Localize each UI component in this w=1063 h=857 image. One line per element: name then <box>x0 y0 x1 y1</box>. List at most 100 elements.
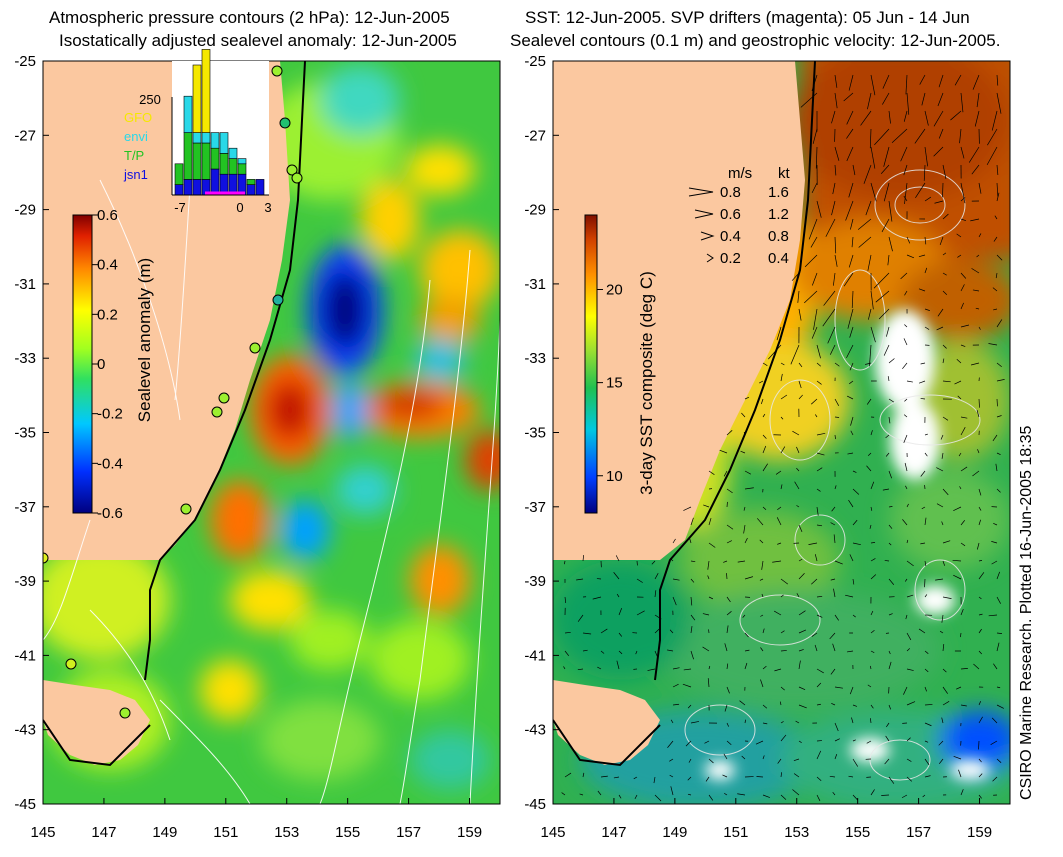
latitude-tick-label: -41 <box>524 647 546 664</box>
colorbar-tick-label: 0.4 <box>97 257 118 274</box>
latitude-tick-label: -37 <box>524 499 546 516</box>
tide-gauge-stations <box>43 65 303 719</box>
histogram-bar-segment <box>228 147 238 159</box>
colorbar-tick-label: 0.2 <box>97 306 118 323</box>
histogram-bar-segment <box>246 184 256 196</box>
shelf-contour <box>144 61 306 681</box>
histogram-legend-entry: envi <box>124 129 148 144</box>
histogram-bar-segment <box>228 158 238 175</box>
latitude-tick-label: -35 <box>524 425 546 442</box>
latitude-tick-label: -25 <box>524 53 546 70</box>
latitude-tick-label: -43 <box>524 722 546 739</box>
latitude-tick-label: -33 <box>524 350 546 367</box>
longitude-tick-label: 149 <box>152 824 177 841</box>
histogram-bar-segment <box>246 179 256 185</box>
histogram-bar-segment <box>255 179 265 196</box>
latitude-tick-label: -37 <box>14 499 36 516</box>
left-longitude-ticks: 145 147 149 151 153 155 157 159 <box>30 798 482 841</box>
histogram-bar-segment <box>183 179 193 196</box>
velocity-legend-kt: 0.8 <box>768 228 789 245</box>
left-latitude-ticks: -25 -27 -29 -31 -33 -35 -37 -39 -41 -43 -45 <box>14 53 49 813</box>
velocity-legend-ms: 0.4 <box>720 228 741 245</box>
colorbar-tick-label: -0.6 <box>97 505 123 522</box>
colorbar-tick-label: -0.4 <box>97 455 123 472</box>
right-latitude-ticks: -25 -27 -29 -31 -33 -35 -37 -39 -41 -43 -45 <box>524 53 559 813</box>
colorbar-tick-label: -0.2 <box>97 406 123 423</box>
longitude-tick-label: 151 <box>213 824 238 841</box>
colorbar-tick-label: 15 <box>606 375 623 392</box>
velocity-legend-arrow <box>700 231 715 241</box>
latitude-tick-label: -31 <box>14 276 36 293</box>
left-title-line2: Isostatically adjusted sealevel anomaly:… <box>59 31 457 50</box>
tasmania-shelf-contour <box>553 719 661 767</box>
latitude-tick-label: -31 <box>524 276 546 293</box>
longitude-tick-label: 151 <box>723 824 748 841</box>
velocity-legend-ms: 0.2 <box>720 250 741 267</box>
colorbar-tick-label: 10 <box>606 468 623 485</box>
velocity-legend-ms: 0.6 <box>720 206 741 223</box>
tasmania-shelf-contour <box>43 719 151 767</box>
histogram-bar-segment <box>192 142 202 180</box>
plot-credit: CSIRO Marine Research. Plotted 16-Jun-20… <box>1018 425 1035 800</box>
latitude-tick-label: -29 <box>524 202 546 219</box>
longitude-tick-label: 159 <box>967 824 992 841</box>
longitude-tick-label: 145 <box>30 824 55 841</box>
histogram-bar-segment <box>237 158 247 165</box>
velocity-legend: m/s kt 0.8 1.6 0.6 1.2 0.4 0.8 0.2 0.4 <box>688 165 791 267</box>
histogram-ymax-label: 250 <box>139 92 161 107</box>
histogram-bar-segment <box>192 179 202 196</box>
longitude-tick-label: 157 <box>396 824 421 841</box>
longitude-tick-label: 157 <box>906 824 931 841</box>
histogram-legend-entry: GFO <box>124 110 152 125</box>
velocity-legend-kt: 1.6 <box>768 184 789 201</box>
sea-level-contours <box>684 169 981 781</box>
colorbar-tick-label: 0.6 <box>97 207 118 224</box>
histogram-x-ticks: -7 0 3 <box>174 200 271 215</box>
histogram-legend: GFO envi T/P jsn1 <box>123 110 152 182</box>
latitude-tick-label: -43 <box>14 722 36 739</box>
cloud-mask <box>705 310 990 780</box>
right-colorbar-label: 3-day SST composite (deg C) <box>637 271 656 495</box>
right-colorbar <box>584 214 598 514</box>
sea-level-anomaly-field <box>43 65 500 790</box>
histogram-bar-segment <box>210 132 220 149</box>
left-colorbar-label: Sealevel anomaly (m) <box>135 258 154 422</box>
shelf-contour <box>654 61 816 681</box>
histogram-bar-segment <box>174 163 184 185</box>
latitude-tick-label: -33 <box>14 350 36 367</box>
longitude-tick-label: 147 <box>91 824 116 841</box>
latitude-tick-label: -45 <box>14 796 36 813</box>
histogram-bar-segment <box>192 132 202 144</box>
velocity-legend-arrow <box>688 187 714 197</box>
latitude-tick-label: -39 <box>14 573 36 590</box>
histogram-bar-segment <box>192 64 202 133</box>
longitude-tick-label: 147 <box>601 824 626 841</box>
velocity-legend-ms: 0.8 <box>720 184 741 201</box>
right-map <box>553 61 1010 804</box>
histogram-bar-segment <box>201 132 211 144</box>
histogram-x-tick-label: -7 <box>174 200 186 215</box>
histogram-bar-segment <box>237 163 247 175</box>
latitude-tick-label: -45 <box>524 796 546 813</box>
longitude-tick-label: 153 <box>274 824 299 841</box>
tasmania <box>43 680 150 765</box>
longitude-tick-label: 155 <box>845 824 870 841</box>
left-colorbar-ticks: 0.6 0.4 0.2 0 -0.2 -0.4 -0.6 <box>92 207 123 522</box>
latitude-tick-label: -27 <box>524 127 546 144</box>
right-title-line2: Sealevel contours (0.1 m) and geostrophi… <box>510 31 1001 50</box>
histogram-bar-segment <box>219 153 229 175</box>
longitude-tick-label: 153 <box>784 824 809 841</box>
geostrophic-velocity-arrows <box>561 74 1005 802</box>
right-title-line1: SST: 12-Jun-2005. SVP drifters (magenta)… <box>525 8 970 27</box>
histogram-bar-segment <box>201 49 211 133</box>
latitude-tick-label: -39 <box>524 573 546 590</box>
histogram-bars <box>174 49 265 196</box>
velocity-legend-arrow <box>706 253 714 263</box>
histogram-bar-segment <box>210 147 220 170</box>
histogram-x-tick-label: 0 <box>236 200 243 215</box>
left-colorbar <box>72 214 93 514</box>
right-colorbar-ticks: 20 15 10 <box>597 282 623 485</box>
velocity-legend-kt: 0.4 <box>768 250 789 267</box>
histogram-bar-segment <box>183 132 193 180</box>
